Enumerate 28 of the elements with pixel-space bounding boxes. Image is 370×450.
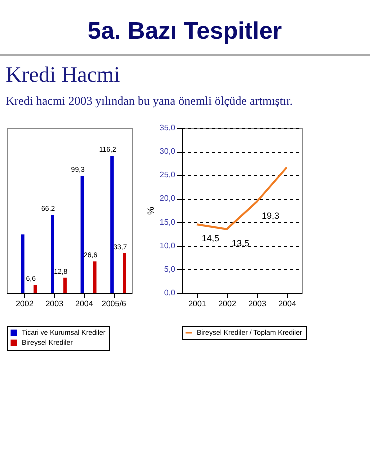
x-tick-label: 2001: [188, 300, 207, 308]
data-label: 14,5: [202, 234, 220, 244]
line-series: [196, 166, 288, 230]
text: Kredi hacmi 2003 yılından bu yana önemli ölçüde artmıştır.: [5, 93, 294, 110]
bar: [110, 156, 114, 293]
bar: [123, 253, 126, 293]
bar: [34, 285, 38, 293]
bar: [64, 278, 67, 293]
y-tick-label: 20,0: [160, 194, 176, 204]
text: 5a. Bazı Tespitler: [0, 0, 370, 56]
x-tick-label: 2005/6: [102, 300, 127, 308]
bar: [51, 214, 54, 293]
x-tick-label: 2004: [278, 300, 297, 308]
y-tick-label: 5,0: [164, 264, 176, 274]
y-tick-label: 25,0: [160, 170, 176, 180]
y-tick-label: 35,0: [160, 124, 176, 132]
y-tick-label: 0,0: [164, 288, 176, 298]
y-axis-title: %: [146, 206, 156, 216]
y-tick-label: 10,0: [160, 241, 176, 250]
x-tick-label: 2003: [248, 300, 267, 308]
x-tick-label: 2002: [16, 300, 34, 308]
x-tick-label: 2004: [75, 300, 94, 308]
x-tick-label: 2003: [46, 300, 64, 308]
data-label: 19,3: [262, 211, 280, 222]
y-tick-label: 15,0: [160, 218, 176, 227]
x-tick-label: 2002: [218, 300, 237, 308]
chart-subtitle: Kredi Hacmi: [5, 61, 122, 89]
y-tick-label: 30,0: [160, 147, 176, 156]
